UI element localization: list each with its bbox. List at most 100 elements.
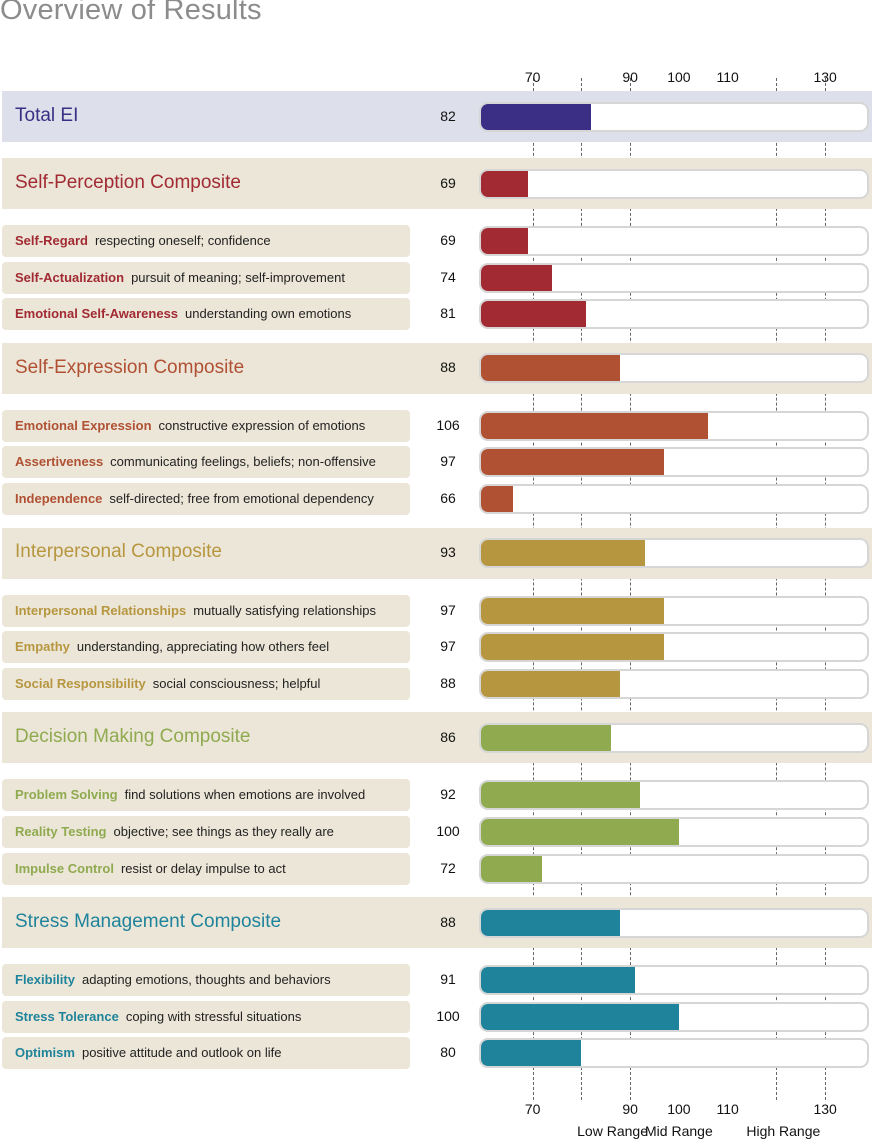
bar (481, 724, 611, 751)
bar-track (479, 595, 869, 626)
scale-name: Social Responsibility (15, 675, 146, 691)
scale-name: Independence (15, 490, 103, 506)
sub-label: Independence self-directed; free from emo… (15, 491, 374, 506)
scale-description: respecting oneself; confidence (94, 232, 271, 248)
sub-row-background (2, 1037, 410, 1070)
scale-name: Emotional Self-Awareness (15, 306, 179, 322)
range-label: Mid Range (645, 1123, 713, 1139)
composite-label: Decision Making Composite (15, 726, 251, 748)
sub-row-background (2, 1000, 410, 1033)
scale-name: Problem Solving (15, 787, 118, 803)
range-label: High Range (746, 1123, 821, 1139)
scale-description: constructive expression of emotions (158, 417, 366, 433)
bar-track (479, 907, 869, 938)
bar (481, 819, 679, 845)
gridline-70 (532, 78, 534, 1100)
sub-row-background (2, 667, 410, 700)
scale-name: Emotional Expression (15, 417, 152, 433)
scale-name: Optimism (15, 1045, 75, 1061)
score-value: 92 (440, 786, 456, 803)
score-value: 69 (440, 232, 456, 248)
sub-row-background (2, 964, 410, 997)
composite-label: Interpersonal Composite (15, 541, 222, 563)
x-tick-label: 70 (524, 1101, 541, 1117)
bar-track (479, 668, 869, 699)
score-value: 86 (440, 728, 456, 745)
sub-row-background (2, 409, 410, 442)
composite-label: Self-Expression Composite (15, 357, 244, 379)
bar (481, 1003, 679, 1030)
score-value: 80 (440, 1044, 456, 1061)
total-label: Total EI (15, 105, 78, 127)
sub-row-background (2, 446, 410, 479)
bar (481, 909, 621, 936)
scale-name: Stress Tolerance (15, 1008, 119, 1024)
bar-track (479, 1001, 869, 1032)
gridline-90 (630, 78, 632, 1100)
scale-description: mutually satisfying relationships (193, 602, 377, 618)
x-tick-label: 100 (667, 1101, 691, 1117)
scale-description: find solutions when emotions are involve… (124, 787, 366, 803)
bar-track (479, 484, 869, 514)
sub-row-background (2, 483, 410, 515)
scale-description: adapting emotions, thoughts and behavior… (81, 972, 331, 988)
bar-track (479, 410, 869, 441)
scale-description: understanding own emotions (185, 306, 352, 322)
scale-description: communicating feelings, beliefs; non-off… (110, 454, 376, 470)
score-value: 88 (440, 913, 456, 930)
scale-name: Stress Management Composite (15, 910, 282, 932)
x-tick-label: 110 (716, 69, 739, 85)
score-value: 97 (440, 453, 456, 470)
sub-label: Flexibility adapting emotions, thoughts a… (15, 972, 331, 987)
bar (481, 355, 621, 382)
bar-track (479, 632, 869, 663)
sub-label: Emotional Expression constructive express… (15, 418, 365, 433)
sub-row-background (2, 594, 410, 627)
scale-name: Assertiveness (15, 454, 104, 470)
gridline-130 (825, 78, 827, 1100)
bar-track (479, 262, 869, 293)
sub-row-background (2, 779, 410, 812)
x-tick-label: 90 (622, 1101, 638, 1117)
bar-track (479, 101, 869, 132)
score-value: 100 (436, 1007, 460, 1024)
bar (481, 634, 665, 661)
bar-track (479, 447, 869, 478)
bar-track (479, 965, 869, 996)
bar (481, 103, 592, 130)
bar (481, 540, 645, 567)
bar-track (479, 853, 869, 884)
x-tick-label: 90 (622, 69, 638, 85)
scale-description: understanding, appreciating how others f… (76, 639, 330, 655)
scale-name: Self-Expression Composite (15, 356, 245, 378)
gridline-80 (581, 78, 583, 1100)
score-value: 69 (440, 174, 456, 191)
score-value: 66 (440, 490, 456, 506)
sub-label: Self-Actualization pursuit of meaning; se… (15, 270, 345, 285)
page-title: Overview of Results (0, 0, 262, 26)
score-value: 88 (440, 359, 456, 376)
sub-row-background (2, 852, 410, 885)
sub-label: Self-Regard respecting oneself; confidenc… (15, 233, 271, 248)
sub-label: Reality Testing objective; see things as … (15, 824, 334, 839)
bar-track (479, 538, 869, 569)
sub-row-background (2, 298, 410, 331)
score-value: 91 (440, 971, 456, 988)
composite-label: Stress Management Composite (15, 911, 281, 933)
bar (481, 449, 665, 476)
range-label: Low Range (577, 1123, 648, 1139)
scale-name: Self-Perception Composite (15, 171, 241, 193)
x-tick-label: 70 (524, 69, 541, 85)
scale-name: Self-Regard (15, 232, 88, 248)
bar-track (479, 1038, 869, 1069)
sub-row-background (2, 261, 410, 294)
score-value: 74 (440, 268, 456, 285)
score-value: 82 (440, 107, 456, 124)
scale-description: resist or delay impulse to act (120, 860, 286, 876)
scale-name: Impulse Control (15, 860, 114, 876)
gridline-120 (776, 78, 778, 1100)
scale-description: self-directed; free from emotional depen… (109, 490, 374, 506)
scale-name: Total EI (15, 104, 79, 126)
composite-label: Self-Perception Composite (15, 172, 241, 194)
bar (481, 782, 640, 809)
